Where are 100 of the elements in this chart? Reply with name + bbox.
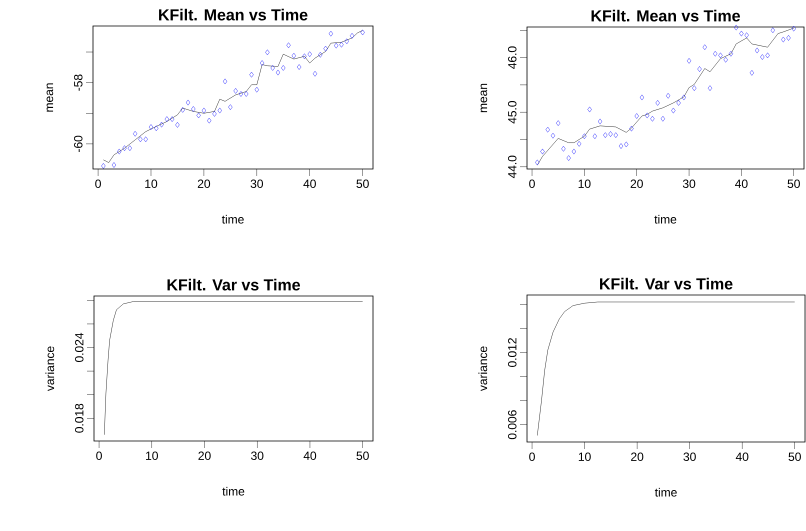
- point: [101, 163, 106, 169]
- point: [148, 124, 154, 130]
- point: [656, 100, 660, 106]
- y-tick-label: 45.0: [508, 101, 516, 124]
- x-tick-label: 20: [631, 452, 644, 461]
- point: [159, 122, 164, 128]
- point: [765, 52, 770, 58]
- x-tick-label: 0: [96, 452, 102, 460]
- point: [212, 111, 217, 117]
- point: [566, 155, 571, 161]
- y-tick-label: 46.0: [508, 46, 516, 69]
- point: [750, 70, 754, 76]
- x-tick-label: 30: [251, 452, 264, 460]
- point: [629, 126, 634, 132]
- point: [312, 70, 318, 77]
- x-tick-label: 40: [736, 452, 748, 461]
- point: [270, 65, 275, 71]
- point: [164, 116, 170, 122]
- point: [260, 60, 264, 66]
- point: [682, 94, 686, 100]
- x-tick-label: 10: [145, 180, 158, 188]
- point: [128, 145, 132, 151]
- point: [572, 148, 576, 154]
- point: [728, 50, 734, 57]
- point: [618, 143, 624, 149]
- y-tick-label: 0.006: [508, 410, 516, 440]
- point: [196, 112, 201, 118]
- point: [792, 26, 796, 32]
- point: [191, 106, 196, 112]
- point: [739, 30, 744, 36]
- point: [308, 51, 312, 57]
- point: [138, 136, 143, 142]
- line-series: [103, 30, 363, 163]
- point: [540, 148, 545, 154]
- point: [550, 132, 556, 138]
- point: [344, 38, 349, 44]
- point: [292, 52, 296, 58]
- point: [587, 106, 592, 112]
- point: [692, 85, 696, 91]
- x-tick-label: 10: [578, 180, 591, 188]
- y-tick-label: 44.0: [508, 156, 516, 178]
- point: [666, 93, 670, 99]
- point: [112, 162, 116, 168]
- point: [296, 64, 302, 70]
- point: [582, 133, 587, 140]
- x-tick-label: 30: [683, 452, 696, 461]
- point: [556, 120, 560, 126]
- line-series: [537, 302, 795, 436]
- point: [218, 108, 222, 114]
- point: [603, 132, 608, 138]
- x-tick-label: 50: [356, 452, 369, 460]
- point: [676, 100, 681, 106]
- y-tick-label: 0.018: [75, 404, 84, 433]
- point: [286, 42, 291, 48]
- x-tick-label: 0: [529, 452, 535, 461]
- x-tick-label: 40: [735, 180, 748, 188]
- x-axis-title: time: [222, 486, 244, 496]
- point: [576, 141, 582, 147]
- point: [697, 66, 702, 72]
- y-tick-label: 0.024: [75, 332, 84, 362]
- point: [265, 50, 270, 56]
- x-tick-label: 0: [95, 180, 101, 188]
- x-axis-title: time: [654, 488, 677, 497]
- x-tick-label: 40: [303, 180, 316, 188]
- point: [234, 88, 238, 94]
- point: [302, 54, 307, 60]
- x-axis-title: time: [654, 214, 676, 224]
- point: [180, 107, 185, 113]
- point: [254, 86, 259, 92]
- x-tick-label: 50: [356, 180, 369, 188]
- chart-title: KFilt. Var vs Time: [600, 278, 732, 290]
- y-axis-title: variance: [45, 346, 54, 392]
- point: [760, 54, 764, 60]
- point: [238, 91, 244, 97]
- point: [122, 145, 127, 151]
- y-tick-label: -60: [74, 136, 82, 152]
- point: [207, 118, 212, 124]
- chart-title: KFilt. Mean vs Time: [592, 10, 740, 22]
- y-tick-label: 0.012: [508, 338, 516, 367]
- x-tick-label: 20: [198, 180, 210, 188]
- line-series: [104, 301, 363, 435]
- point: [281, 65, 286, 71]
- point: [744, 32, 749, 38]
- point: [660, 116, 666, 122]
- point: [360, 30, 365, 36]
- x-tick-label: 40: [304, 452, 316, 460]
- point: [640, 94, 644, 100]
- point: [614, 132, 618, 138]
- point: [339, 42, 344, 48]
- point: [323, 46, 328, 52]
- point: [634, 113, 639, 119]
- point: [170, 116, 174, 122]
- y-tick-label: -58: [74, 74, 82, 91]
- point: [781, 36, 786, 42]
- point: [645, 112, 650, 118]
- point: [186, 100, 190, 106]
- point: [671, 108, 676, 114]
- point: [708, 85, 712, 91]
- y-axis-title: mean: [480, 84, 488, 112]
- point: [686, 58, 692, 64]
